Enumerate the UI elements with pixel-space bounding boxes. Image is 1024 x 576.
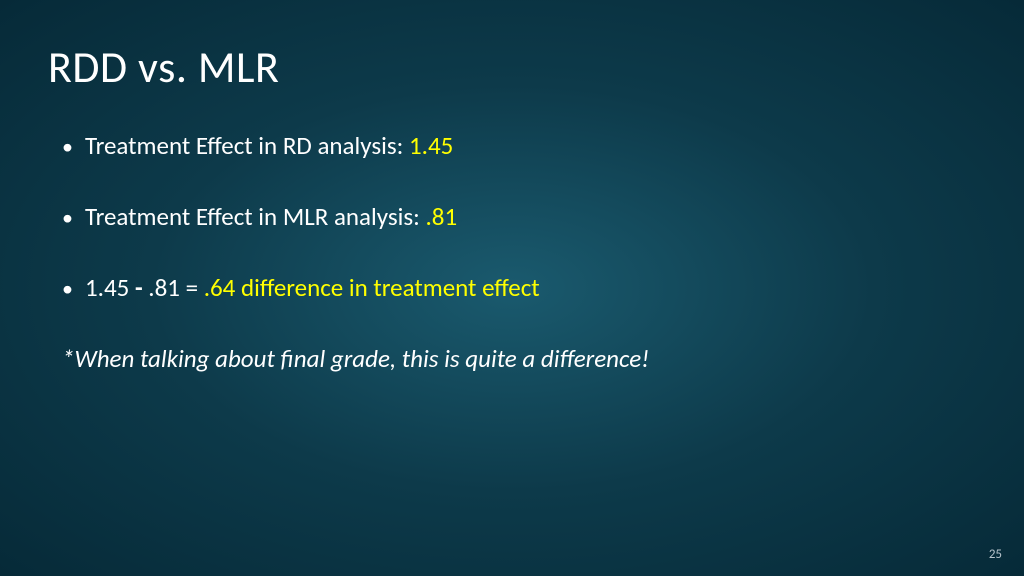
slide: RDD vs. MLR • Treatment Effect in RD ana… (0, 0, 1024, 576)
calc-lhs2: .81 = (148, 272, 203, 303)
slide-title: RDD vs. MLR (48, 40, 976, 94)
calc-lhs1: 1.45 (85, 272, 129, 303)
calc-result: .64 difference in treatment effect (204, 272, 540, 303)
bullet-icon: • (62, 134, 73, 160)
bullet-text: Treatment Effect in RD analysis: 1.45 (85, 130, 453, 161)
bullet-text: 1.45 - .81 = .64 difference in treatment… (85, 272, 540, 303)
calc-dash: - (129, 272, 148, 303)
bullet-icon: • (62, 276, 73, 302)
bullet-value: 1.45 (409, 130, 453, 161)
bullet-item: • Treatment Effect in MLR analysis: .81 (62, 201, 976, 232)
bullet-icon: • (62, 205, 73, 231)
bullet-label: Treatment Effect in MLR analysis: (85, 201, 426, 232)
bullet-value: .81 (425, 201, 457, 232)
slide-content: • Treatment Effect in RD analysis: 1.45 … (48, 130, 976, 374)
bullet-item: • Treatment Effect in RD analysis: 1.45 (62, 130, 976, 161)
bullet-item: • 1.45 - .81 = .64 difference in treatme… (62, 272, 976, 303)
page-number: 25 (989, 547, 1002, 562)
slide-note: *When talking about final grade, this is… (62, 343, 976, 374)
bullet-text: Treatment Effect in MLR analysis: .81 (85, 201, 457, 232)
bullet-label: Treatment Effect in RD analysis: (85, 130, 409, 161)
